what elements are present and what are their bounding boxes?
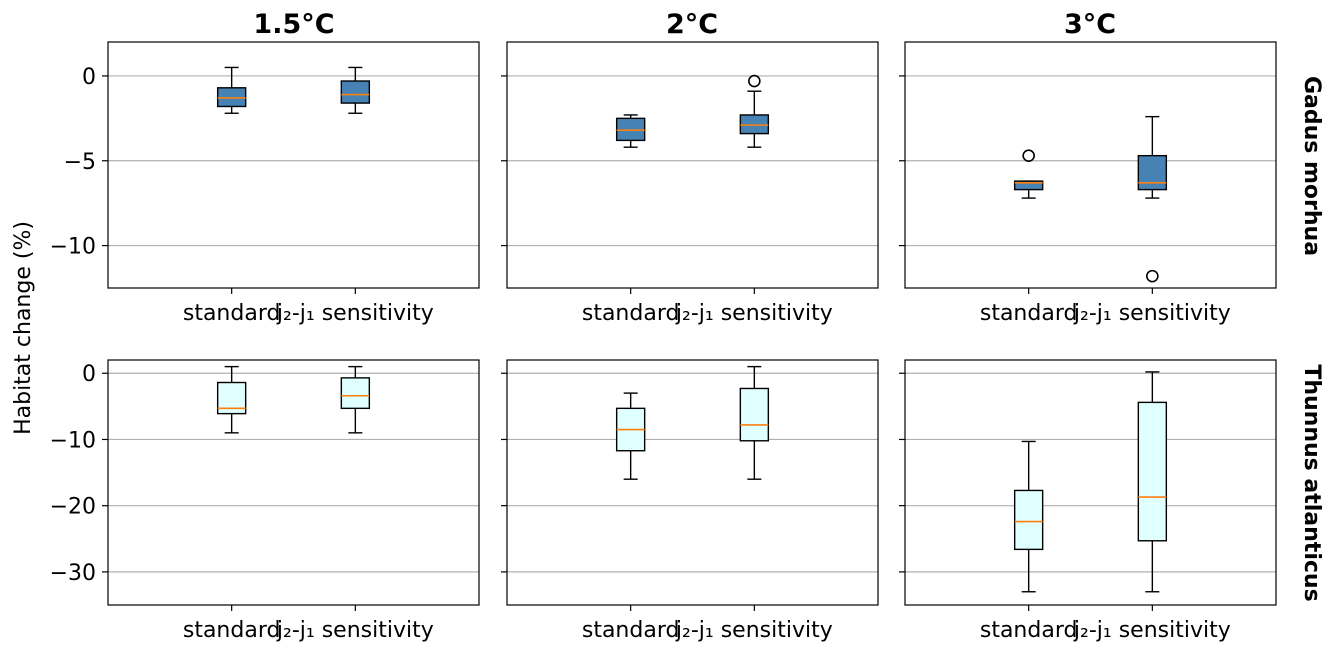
category-label: j₂-j₁ sensitivity	[276, 301, 434, 326]
y-tick-label: −30	[50, 561, 96, 586]
column-title-1-5c: 1.5°C	[253, 9, 334, 40]
axes-frame	[506, 359, 879, 606]
row-title-thunnus-atlanticus: Thunnus atlanticus	[1299, 364, 1324, 601]
y-tick-label: −10	[50, 428, 96, 453]
box-iqr	[216, 87, 247, 108]
box-iqr	[1137, 401, 1168, 542]
y-axis-label: Habitat change (%)	[11, 221, 36, 435]
category-label: j₂-j₁ sensitivity	[675, 618, 833, 643]
box-iqr	[739, 387, 770, 442]
box-iqr	[340, 377, 371, 410]
y-tick-label: −5	[64, 150, 96, 175]
box-iqr	[1013, 180, 1044, 191]
y-tick-label: −10	[50, 235, 96, 260]
box-iqr	[739, 114, 770, 135]
box-iqr	[1137, 154, 1168, 191]
category-label: j₂-j₁ sensitivity	[1073, 618, 1231, 643]
outlier-point	[1146, 269, 1159, 283]
category-label: j₂-j₁ sensitivity	[675, 301, 833, 326]
axes-frame	[107, 359, 480, 606]
category-label: standard	[183, 618, 281, 643]
box-iqr	[615, 117, 646, 142]
axes-frame	[506, 41, 879, 289]
outlier-point	[1022, 149, 1035, 162]
category-label: standard	[183, 301, 281, 326]
axes-frame	[904, 359, 1277, 606]
y-tick-label: −20	[50, 495, 96, 520]
category-label: standard	[980, 301, 1078, 326]
box-iqr	[340, 80, 371, 104]
column-title-2c: 2°C	[666, 9, 718, 40]
category-label: standard	[582, 618, 680, 643]
y-tick-label: 0	[82, 362, 96, 387]
column-title-3c: 3°C	[1064, 9, 1116, 40]
y-tick-label: 0	[82, 65, 96, 90]
category-label: j₂-j₁ sensitivity	[1073, 301, 1231, 326]
axes-frame	[107, 41, 480, 289]
axes-frame	[904, 41, 1277, 289]
category-label: standard	[582, 301, 680, 326]
category-label: standard	[980, 618, 1078, 643]
category-label: j₂-j₁ sensitivity	[276, 618, 434, 643]
row-title-gadus-morhua: Gadus morhua	[1299, 76, 1324, 256]
outlier-point	[748, 74, 761, 88]
box-iqr	[1013, 489, 1044, 551]
